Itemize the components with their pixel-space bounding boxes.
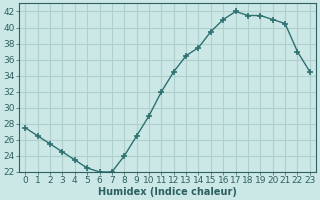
X-axis label: Humidex (Indice chaleur): Humidex (Indice chaleur) [98, 187, 237, 197]
